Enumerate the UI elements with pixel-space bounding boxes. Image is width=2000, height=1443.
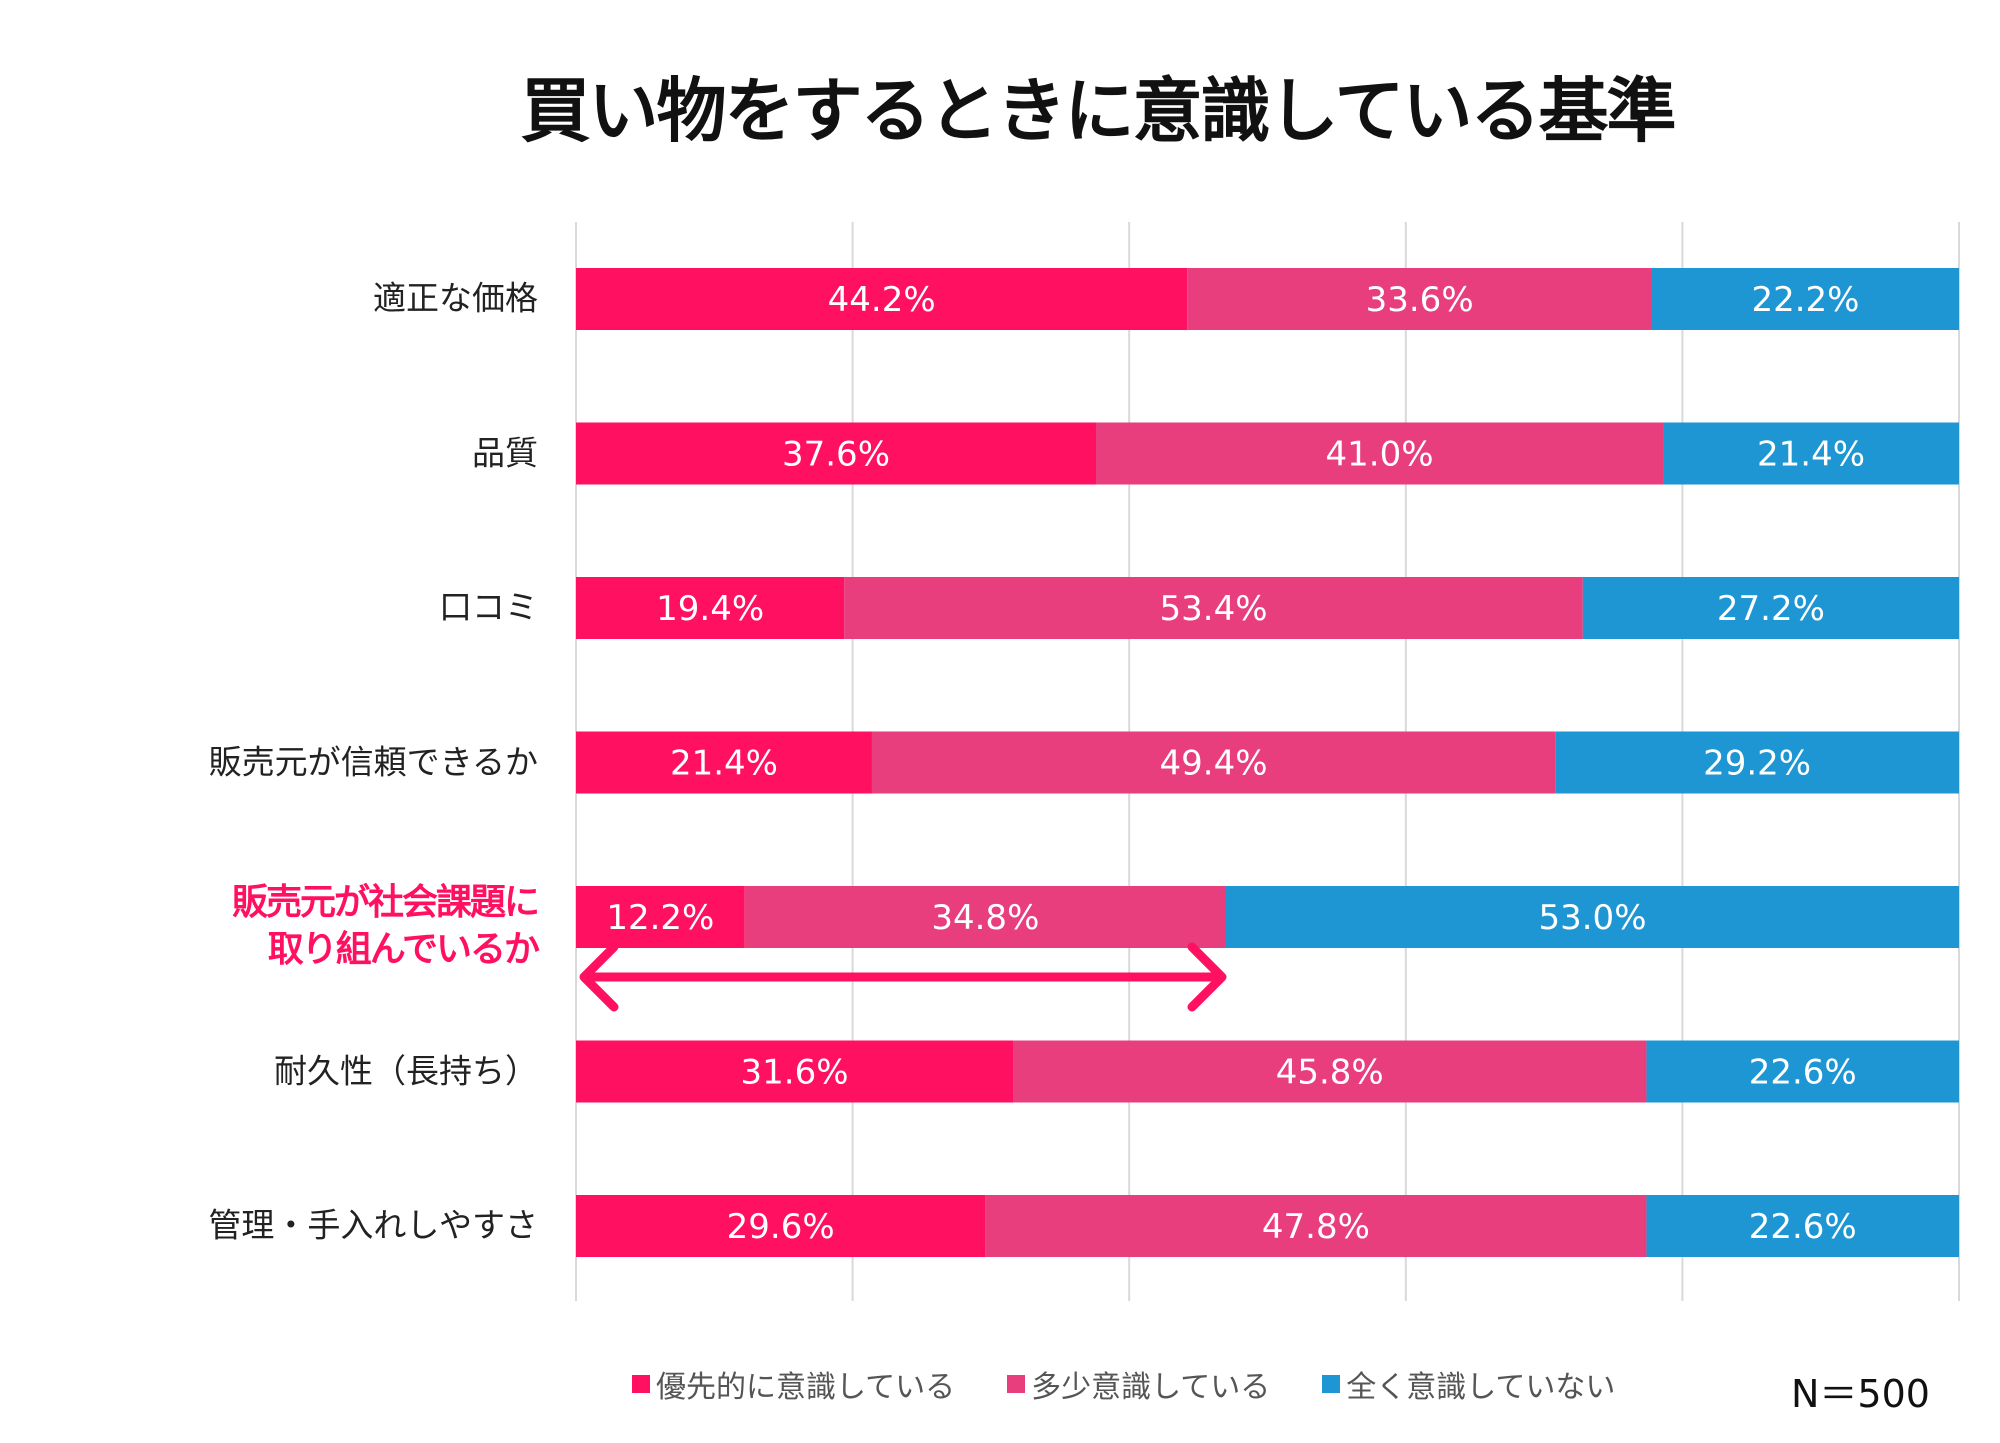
- category-label-line: 口コミ: [439, 587, 538, 627]
- category-label-line: 管理・手入れしやすさ: [208, 1205, 538, 1245]
- category-label-line: 品質: [472, 433, 538, 473]
- category-label: 耐久性（長持ち）: [274, 1050, 538, 1093]
- data-label: 12.2%: [606, 898, 714, 938]
- category-label: 口コミ: [439, 587, 538, 630]
- category-label: 品質: [472, 432, 538, 475]
- data-label: 22.2%: [1751, 280, 1859, 320]
- bar-segment: [1013, 1040, 1647, 1103]
- bar-segment: [1651, 268, 1959, 330]
- data-label: 27.2%: [1717, 589, 1825, 629]
- category-label-line: 販売元が社会課題に: [231, 882, 540, 924]
- legend-swatch: [1007, 1375, 1026, 1393]
- data-label: 45.8%: [1276, 1053, 1384, 1093]
- bar-segment: [576, 1040, 1014, 1103]
- data-label: 31.6%: [741, 1053, 849, 1093]
- category-label: 販売元が社会課題に取り組んでいるか: [231, 880, 540, 974]
- data-label: 29.6%: [727, 1207, 835, 1247]
- bar-segment: [1582, 577, 1959, 639]
- legend-item: 優先的に意識している: [632, 1362, 955, 1406]
- category-label: 管理・手入れしやすさ: [208, 1205, 538, 1248]
- category-label-line: 取り組んでいるか: [267, 929, 540, 970]
- bar-segment: [1187, 268, 1652, 330]
- data-label: 34.8%: [931, 898, 1039, 938]
- category-label: 販売元が信頼できるか: [209, 741, 538, 784]
- bar-segment: [744, 886, 1227, 948]
- category-label-line: 販売元が信頼できるか: [208, 742, 538, 782]
- legend-swatch: [632, 1375, 650, 1393]
- legend-label: 多少意識している: [1031, 1370, 1271, 1405]
- legend-item: 全く意識していない: [1322, 1362, 1615, 1406]
- bar-segment: [1096, 422, 1664, 485]
- legend-swatch: [1322, 1375, 1341, 1393]
- data-label: 49.4%: [1160, 744, 1268, 784]
- bar-segment: [576, 422, 1097, 485]
- legend-item: 多少意識している: [1007, 1362, 1270, 1406]
- bar-segment: [576, 731, 872, 794]
- legend-label: 全く意識していない: [1346, 1370, 1616, 1405]
- bar-segment: [576, 577, 845, 639]
- category-label-line: 適正な価格: [373, 278, 538, 318]
- data-label: 41.0%: [1326, 435, 1434, 475]
- legend-label: 優先的に意識している: [656, 1370, 956, 1405]
- data-label: 53.4%: [1160, 589, 1268, 629]
- data-label: 21.4%: [1757, 435, 1865, 475]
- bar-segment: [1555, 731, 1959, 794]
- arrow-head-left: [579, 942, 619, 1012]
- sample-size-note: N＝500: [1791, 1372, 1930, 1416]
- bar-segment: [1646, 1195, 1959, 1257]
- data-label: 22.6%: [1749, 1207, 1857, 1247]
- bar-segment: [1226, 886, 1959, 948]
- category-label-line: 耐久性（長持ち）: [274, 1051, 538, 1091]
- data-label: 37.6%: [782, 435, 890, 475]
- category-label: 適正な価格: [373, 278, 538, 321]
- data-label: 44.2%: [828, 280, 936, 320]
- data-label: 21.4%: [670, 744, 778, 784]
- chart-title: 買い物をするときに意識している基準: [520, 70, 1677, 152]
- bar-segment: [871, 731, 1556, 794]
- data-label: 47.8%: [1262, 1207, 1370, 1247]
- bar-segment: [576, 268, 1188, 330]
- data-label: 53.0%: [1538, 898, 1646, 938]
- bar-segment: [576, 1195, 986, 1257]
- data-label: 22.6%: [1749, 1053, 1857, 1093]
- data-label: 29.2%: [1703, 744, 1811, 784]
- bar-segment: [576, 886, 745, 948]
- bar-segment: [1646, 1040, 1959, 1103]
- bar-segment: [985, 1195, 1647, 1257]
- data-label: 19.4%: [656, 589, 764, 629]
- bar-segment: [1663, 422, 1959, 485]
- arrow-head-right: [1187, 942, 1227, 1012]
- legend: 優先的に意識している 多少意識している 全く意識していない: [632, 1362, 1615, 1406]
- data-label: 33.6%: [1366, 280, 1474, 320]
- bar-segment: [844, 577, 1583, 639]
